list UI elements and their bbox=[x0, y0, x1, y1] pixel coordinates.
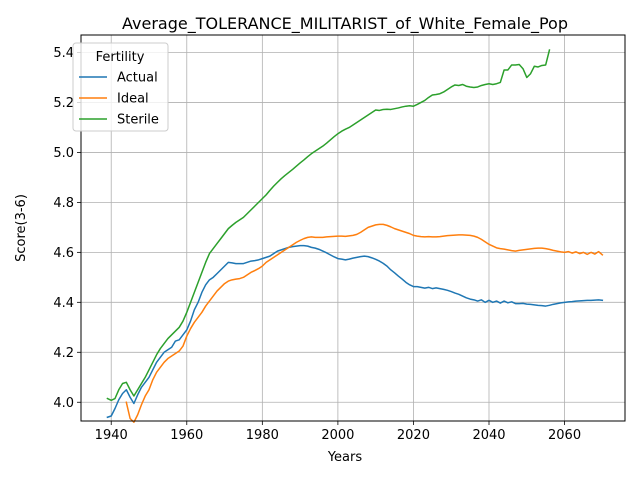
x-tick-label: 2020 bbox=[397, 428, 430, 443]
x-tick-label: 2040 bbox=[472, 428, 505, 443]
y-tick-label: 5.4 bbox=[53, 46, 74, 61]
series-line-ideal bbox=[125, 223, 604, 423]
plot-frame bbox=[80, 34, 626, 422]
y-tick-label: 5.2 bbox=[53, 96, 74, 111]
legend-title: Fertility bbox=[96, 50, 145, 65]
x-tick-label: 1980 bbox=[246, 428, 279, 443]
y-tick-label: 4.8 bbox=[53, 196, 74, 211]
x-tick-label: 2000 bbox=[321, 428, 354, 443]
y-tick-label: 4.2 bbox=[53, 346, 74, 361]
series-line-sterile bbox=[106, 49, 551, 402]
y-tick-label: 5.0 bbox=[53, 146, 74, 161]
y-axis-label: Score(3-6) bbox=[14, 194, 29, 262]
legend-items: Actual Ideal Sterile bbox=[79, 71, 159, 128]
chart-title: Average_TOLERANCE_MILITARIST_of_White_Fe… bbox=[122, 14, 568, 34]
legend-label-actual: Actual bbox=[117, 71, 158, 86]
legend-label-sterile: Sterile bbox=[117, 113, 159, 128]
y-tick-label: 4.4 bbox=[53, 296, 74, 311]
grid bbox=[81, 35, 625, 421]
x-axis-label: Years bbox=[327, 450, 363, 465]
x-tick-label: 1960 bbox=[170, 428, 203, 443]
y-tick-label: 4.6 bbox=[53, 246, 74, 261]
legend-box bbox=[72, 42, 169, 132]
series-lines bbox=[106, 49, 604, 423]
x-tick-label: 1940 bbox=[95, 428, 128, 443]
x-tick-label: 2060 bbox=[548, 428, 581, 443]
legend: Fertility Actual Ideal Sterile bbox=[72, 42, 169, 132]
legend-label-ideal: Ideal bbox=[117, 92, 149, 107]
axis-ticks: 1940 1960 1980 2000 2020 2040 2060 4.0 4.2 4.4 4.6… bbox=[53, 46, 581, 443]
y-tick-label: 4.0 bbox=[53, 396, 74, 411]
series-line-actual bbox=[106, 244, 604, 419]
